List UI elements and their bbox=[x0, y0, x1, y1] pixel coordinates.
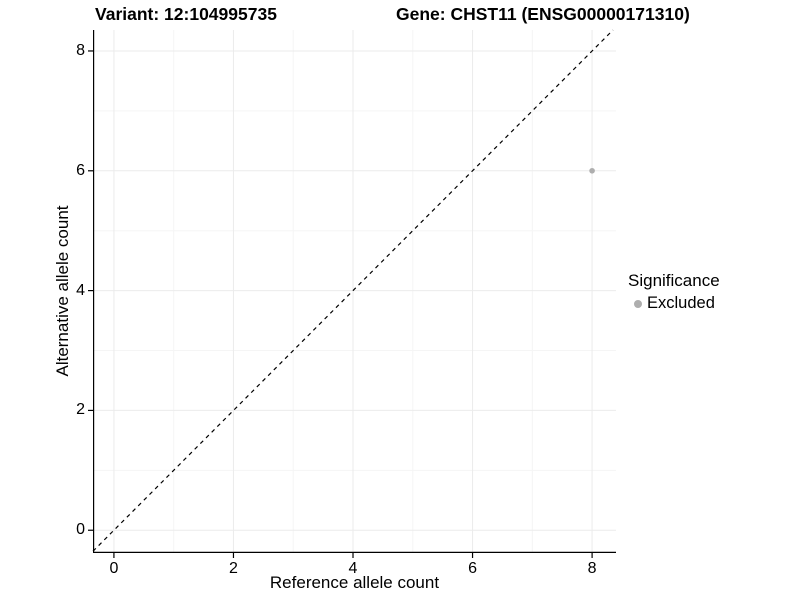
legend-title: Significance bbox=[628, 271, 720, 290]
legend-item-excluded: Excluded bbox=[628, 294, 720, 313]
identity-reference-line bbox=[92, 29, 614, 552]
x-tick-label: 4 bbox=[348, 560, 358, 577]
plot-canvas bbox=[88, 29, 616, 558]
y-tick-label: 4 bbox=[76, 281, 85, 299]
y-tick-label: 8 bbox=[76, 41, 85, 59]
legend-item-label: Excluded bbox=[647, 294, 715, 312]
legend: Significance Excluded bbox=[628, 271, 720, 313]
x-axis-title: Reference allele count bbox=[269, 573, 440, 592]
x-tick-label: 2 bbox=[229, 560, 238, 577]
plot-panel: Reference allele count Alternative allel… bbox=[53, 29, 616, 592]
data-point bbox=[589, 167, 595, 174]
y-tick-label: 2 bbox=[76, 401, 85, 419]
y-tick-label: 6 bbox=[76, 161, 85, 179]
x-tick-label: 8 bbox=[587, 560, 597, 577]
x-tick-label: 0 bbox=[109, 560, 119, 577]
gene-title: Gene: CHST11 (ENSG00000171310) bbox=[396, 4, 690, 24]
y-tick-label: 0 bbox=[76, 521, 85, 539]
legend-point-icon bbox=[634, 299, 642, 308]
variant-title: Variant: 12:104995735 bbox=[95, 4, 277, 24]
x-tick-label: 6 bbox=[468, 560, 477, 577]
